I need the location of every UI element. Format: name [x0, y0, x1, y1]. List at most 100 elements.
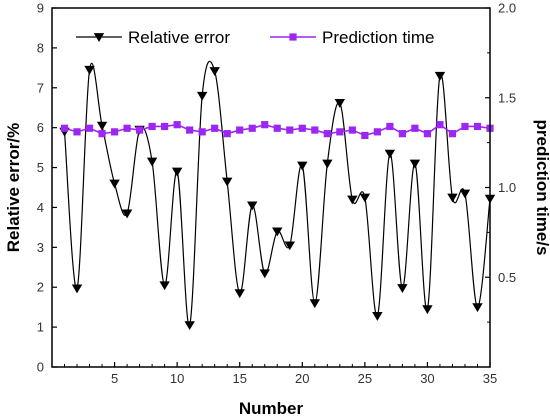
data-point-relative-error	[472, 303, 483, 313]
data-point-prediction-time	[311, 126, 319, 134]
data-point-prediction-time	[273, 124, 281, 132]
x-tick-label: 30	[420, 371, 434, 386]
data-point-prediction-time	[436, 121, 444, 129]
data-point-prediction-time	[386, 122, 394, 131]
data-point-prediction-time	[261, 121, 269, 129]
data-point-prediction-time	[348, 126, 356, 134]
y-axis-left-title: Relative error/%	[4, 123, 23, 252]
data-point-prediction-time	[248, 124, 256, 132]
legend-marker-square	[289, 33, 297, 41]
data-point-relative-error	[347, 195, 358, 205]
y-left-tick-label: 3	[37, 240, 44, 255]
y-left-tick-label: 2	[37, 280, 44, 295]
legend: Relative error Prediction time	[76, 28, 434, 47]
data-point-relative-error	[234, 289, 245, 299]
data-point-relative-error	[259, 269, 270, 279]
data-point-relative-error	[309, 299, 320, 309]
y-left-tick-label: 9	[37, 1, 44, 16]
data-point-prediction-time	[173, 121, 181, 129]
data-point-prediction-time	[148, 122, 156, 131]
data-point-prediction-time	[223, 130, 231, 138]
data-point-relative-error	[146, 157, 158, 167]
y-right-tick-label: 0.5	[498, 270, 516, 285]
data-point-prediction-time	[361, 131, 369, 140]
data-point-prediction-time	[448, 130, 457, 138]
series-relative-error	[59, 60, 496, 331]
data-point-relative-error	[71, 284, 83, 294]
x-tick-label: 15	[232, 371, 246, 386]
data-point-relative-error	[459, 189, 471, 199]
data-point-relative-error	[447, 193, 458, 203]
x-tick-label: 5	[111, 371, 118, 386]
data-point-prediction-time	[60, 124, 69, 132]
data-point-relative-error	[209, 67, 220, 76]
data-point-relative-error	[409, 159, 421, 169]
data-point-prediction-time	[161, 122, 169, 131]
y-right-tick-label: 1.5	[498, 90, 516, 105]
data-point-prediction-time	[198, 128, 206, 136]
data-point-relative-error	[422, 305, 433, 315]
x-axis-title: Number	[239, 399, 304, 418]
data-point-prediction-time	[461, 122, 469, 131]
series-line	[63, 60, 491, 326]
data-point-prediction-time	[323, 130, 331, 138]
y-left-tick-label: 8	[37, 40, 44, 55]
data-point-relative-error	[196, 91, 208, 101]
data-point-relative-error	[121, 209, 133, 219]
data-point-prediction-time	[110, 128, 119, 136]
legend-marker-triangle	[93, 33, 105, 42]
data-point-prediction-time	[186, 126, 194, 134]
legend-item: Relative error	[76, 28, 230, 47]
data-point-relative-error	[334, 99, 346, 108]
data-point-relative-error	[397, 284, 408, 293]
data-point-relative-error	[297, 161, 308, 171]
data-point-prediction-time	[298, 124, 306, 132]
legend-item: Prediction time	[270, 28, 434, 47]
data-point-relative-error	[272, 227, 283, 237]
x-tick-label: 25	[358, 371, 372, 386]
data-point-relative-error	[247, 201, 258, 211]
data-point-relative-error	[184, 321, 195, 331]
data-point-prediction-time	[398, 130, 406, 138]
data-point-relative-error	[109, 179, 120, 189]
data-point-relative-error	[84, 65, 95, 75]
y-left-tick-label: 7	[37, 80, 44, 95]
y-right-tick-label: 1.0	[498, 180, 516, 195]
data-point-relative-error	[96, 121, 108, 131]
data-point-prediction-time	[236, 126, 244, 134]
data-point-relative-error	[222, 177, 233, 187]
y-left-tick-label: 1	[37, 320, 44, 335]
x-tick-label: 10	[170, 371, 184, 386]
data-point-prediction-time	[373, 128, 381, 136]
data-point-prediction-time	[98, 130, 106, 138]
x-tick-label: 20	[295, 371, 309, 386]
data-point-relative-error	[372, 312, 383, 321]
data-point-prediction-time	[473, 122, 482, 131]
legend-label: Relative error	[128, 28, 230, 47]
data-point-prediction-time	[85, 124, 94, 132]
x-tick-label: 35	[483, 371, 497, 386]
data-point-relative-error	[359, 193, 371, 203]
data-point-prediction-time	[423, 130, 432, 138]
data-point-prediction-time	[123, 124, 131, 132]
y-right-tick-label: 2.0	[498, 1, 516, 16]
y-left-tick-label: 6	[37, 120, 44, 135]
data-point-relative-error	[384, 149, 396, 159]
data-point-relative-error	[284, 241, 295, 251]
legend-label: Prediction time	[322, 28, 434, 47]
data-point-prediction-time	[336, 128, 344, 136]
data-point-prediction-time	[211, 124, 219, 132]
y-axis-right-title: prediction time/s	[533, 119, 550, 255]
data-point-relative-error	[159, 281, 170, 291]
data-point-prediction-time	[411, 124, 419, 132]
plot-area-frame	[51, 7, 491, 368]
data-point-relative-error	[322, 159, 333, 169]
data-point-prediction-time	[136, 126, 144, 134]
y-left-tick-label: 4	[37, 200, 44, 215]
data-point-prediction-time	[73, 128, 81, 136]
data-point-relative-error	[171, 167, 183, 177]
y-left-tick-label: 0	[37, 360, 44, 375]
data-point-prediction-time	[286, 126, 294, 134]
series-prediction-time	[60, 121, 494, 140]
